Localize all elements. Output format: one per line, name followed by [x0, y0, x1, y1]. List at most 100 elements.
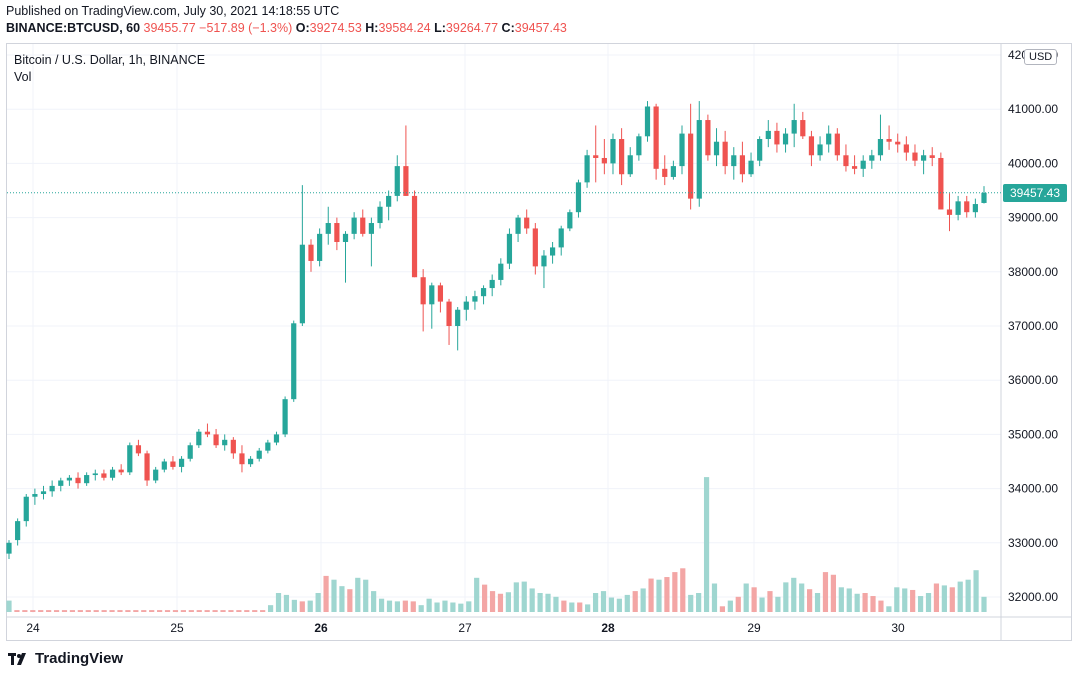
volume-bar	[965, 579, 971, 612]
y-tick-label: 39000.00	[1008, 211, 1058, 225]
candle-body	[325, 223, 331, 234]
candle-body	[377, 206, 383, 224]
volume-bar	[941, 585, 947, 612]
volume-bar	[624, 594, 630, 612]
candle-body	[696, 120, 702, 199]
candle-body	[109, 469, 116, 478]
candle-body	[817, 144, 823, 156]
candle-body	[256, 450, 262, 459]
volume-bar	[180, 610, 186, 612]
candle-body	[178, 458, 185, 467]
candle-body	[170, 461, 176, 467]
change-value: −517.89 (−1.3%)	[199, 21, 293, 35]
volume-bar	[53, 610, 60, 612]
y-tick-label: 35000.00	[1008, 427, 1058, 441]
candle-body	[869, 155, 875, 161]
low-value: 39264.77	[445, 21, 499, 35]
candle-body	[584, 155, 590, 183]
candle-body	[567, 212, 573, 229]
volume-bar	[616, 598, 622, 612]
candle-body	[49, 485, 55, 492]
candle-body	[144, 453, 150, 481]
candle-body	[351, 217, 357, 234]
volume-bar	[981, 596, 987, 612]
candle-body	[627, 155, 633, 175]
volume-bar	[814, 593, 821, 612]
y-tick-label: 34000.00	[1008, 482, 1058, 496]
candle-body	[860, 160, 866, 169]
volume-bar	[743, 583, 749, 612]
currency-badge[interactable]: USD	[1024, 49, 1058, 65]
volume-bar	[521, 581, 527, 612]
volume-bar	[910, 589, 916, 612]
volume-bar	[830, 574, 836, 612]
volume-bar	[260, 610, 266, 612]
volume-bar	[283, 594, 290, 612]
candle-body	[368, 223, 374, 234]
volume-bar	[711, 583, 718, 612]
candle-body	[981, 192, 987, 203]
volume-bar	[141, 610, 147, 612]
candle-body	[524, 217, 530, 229]
volume-bar	[846, 588, 852, 612]
candle-body	[670, 166, 676, 177]
candle-body	[515, 217, 521, 234]
volume-bar	[188, 610, 194, 612]
candle-body	[506, 233, 513, 264]
candle-body	[851, 166, 858, 169]
candle-body	[688, 133, 694, 199]
candle-body	[437, 285, 444, 302]
candle-body	[877, 139, 884, 156]
candle-body	[204, 431, 211, 435]
volume-bar	[862, 593, 868, 612]
candle-body	[291, 323, 297, 400]
candle-body	[938, 157, 944, 210]
volume-bar	[497, 593, 504, 612]
volume-bar	[299, 601, 305, 612]
volume-bar	[331, 579, 337, 612]
y-tick-label: 37000.00	[1008, 319, 1058, 333]
volume-bar	[125, 610, 131, 612]
ohlc-line: BINANCE:BTCUSD, 60 39455.77 −517.89 (−1.…	[6, 21, 567, 35]
tradingview-icon	[8, 652, 26, 665]
candle-body	[455, 309, 461, 326]
volume-bar	[323, 575, 329, 612]
candle-body	[955, 201, 961, 215]
candle-body	[834, 133, 840, 156]
candle-body	[964, 201, 970, 213]
volume-bar	[577, 602, 583, 612]
candle-body	[782, 133, 789, 145]
candle-body	[722, 141, 728, 167]
volume-bar	[347, 589, 353, 612]
candle-body	[247, 458, 254, 465]
volume-bar	[957, 581, 963, 612]
volume-bar	[537, 593, 543, 612]
volume-bar	[767, 591, 773, 612]
volume-bar	[386, 600, 393, 612]
volume-bar	[196, 610, 202, 612]
candle-body	[92, 473, 98, 476]
volume-bar	[458, 603, 464, 612]
volume-bar	[418, 605, 424, 612]
candle-body	[748, 160, 754, 175]
volume-bar	[109, 610, 115, 612]
x-tick-label: 28	[601, 621, 615, 635]
volume-bar	[244, 610, 250, 612]
volume-bar	[854, 593, 860, 612]
candle-body	[127, 445, 133, 473]
volume-bar	[664, 577, 670, 612]
candle-body	[394, 166, 400, 196]
volume-bar	[719, 606, 726, 612]
candle-body	[610, 139, 616, 164]
candle-body	[429, 285, 435, 305]
volume-bar	[339, 586, 345, 612]
candle-body	[636, 136, 642, 156]
candle-body	[774, 130, 780, 145]
volume-bar	[85, 610, 91, 612]
volume-bar	[38, 610, 44, 612]
volume-bar	[933, 583, 940, 612]
low-label: L:	[434, 21, 446, 35]
candle-body	[705, 120, 711, 156]
volume-bar	[307, 600, 313, 612]
